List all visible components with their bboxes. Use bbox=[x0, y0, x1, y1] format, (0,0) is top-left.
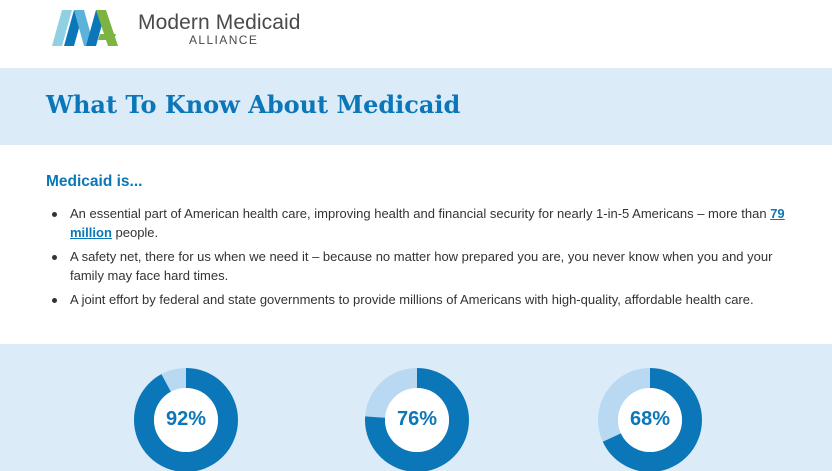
donut-percent-label: 92% bbox=[165, 408, 207, 430]
bullet-list: An essential part of American health car… bbox=[52, 204, 792, 314]
brand-name: Modern Medicaid bbox=[138, 11, 301, 34]
donut-stat: 92% bbox=[132, 366, 240, 471]
site-header: Modern Medicaid ALLIANCE bbox=[0, 0, 832, 68]
intro-section: Medicaid is... An essential part of Amer… bbox=[0, 145, 832, 344]
donut-stat: 76% bbox=[363, 366, 471, 471]
list-item: A safety net, there for us when we need … bbox=[52, 247, 792, 285]
logo[interactable]: Modern Medicaid ALLIANCE bbox=[52, 8, 312, 48]
list-item: A joint effort by federal and state gove… bbox=[52, 290, 792, 309]
donut-chart-icon bbox=[134, 368, 238, 471]
donut-percent-label: 68% bbox=[629, 408, 671, 430]
bullet-dot-icon bbox=[52, 298, 57, 303]
donut-percent-label: 76% bbox=[396, 408, 438, 430]
bullet-text: A safety net, there for us when we need … bbox=[70, 249, 773, 283]
donut-stat: 68% bbox=[596, 366, 704, 471]
page-title: What To Know About Medicaid bbox=[46, 90, 461, 119]
79-million-link[interactable]: 79 million bbox=[70, 206, 785, 240]
title-band: What To Know About Medicaid bbox=[0, 68, 832, 145]
logo-mark-icon bbox=[52, 10, 118, 46]
bullet-dot-icon bbox=[52, 212, 57, 217]
donut-chart-icon bbox=[365, 368, 469, 471]
brand-subtitle: ALLIANCE bbox=[189, 33, 259, 47]
bullet-text: A joint effort by federal and state gove… bbox=[70, 292, 754, 307]
section-heading: Medicaid is... bbox=[46, 173, 143, 190]
list-item: An essential part of American health car… bbox=[52, 204, 792, 242]
bullet-text-after: people. bbox=[111, 225, 159, 240]
stats-band: 92% 76% 68% bbox=[0, 344, 832, 471]
bullet-dot-icon bbox=[52, 255, 57, 260]
donut-chart-icon bbox=[598, 368, 702, 471]
bullet-text-before: An essential part of American health car… bbox=[70, 206, 771, 221]
